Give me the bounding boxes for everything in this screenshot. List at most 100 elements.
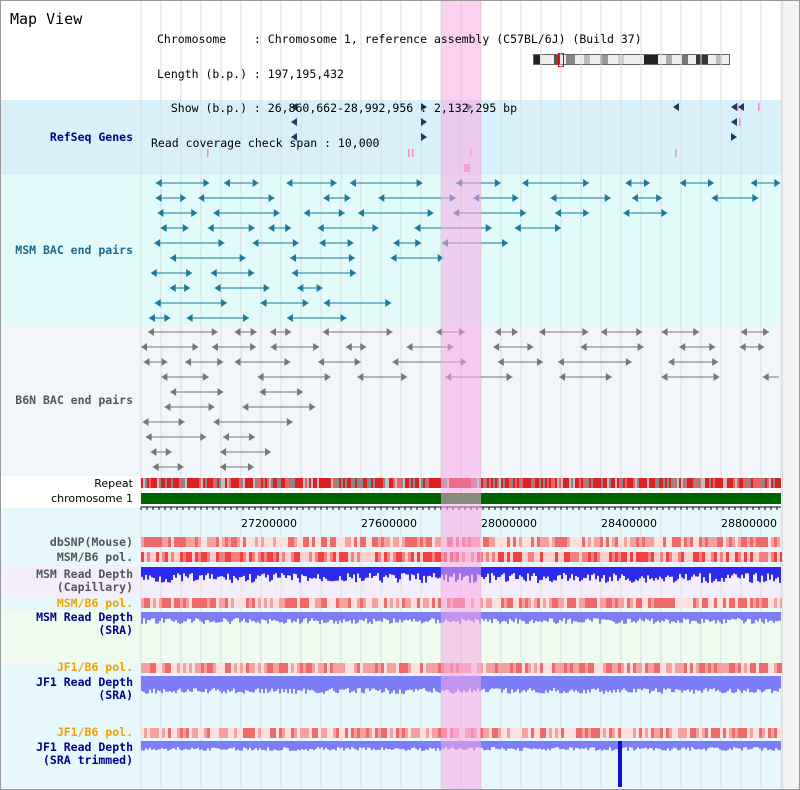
repeat-segment	[211, 478, 213, 488]
read-depth-bar	[439, 741, 441, 751]
read-depth-bar	[671, 676, 673, 693]
polymorphism-strip	[684, 552, 687, 562]
read-depth-bar	[215, 676, 217, 691]
jf1-b6-pol-label-2[interactable]: JF1/B6 pol.	[56, 725, 133, 739]
read-depth-bar	[613, 612, 615, 622]
read-depth-bar	[301, 676, 303, 692]
b6n-bac-label[interactable]: B6N BAC end pairs	[15, 393, 133, 407]
polymorphism-strip	[189, 537, 192, 547]
repeat-segment	[637, 478, 639, 488]
repeat-segment	[527, 478, 529, 488]
polymorphism-strip	[354, 728, 357, 738]
repeat-segment	[423, 478, 425, 488]
read-depth-bar	[741, 741, 743, 751]
dbsnp-label[interactable]: dbSNP(Mouse)	[49, 535, 133, 549]
read-depth-bar	[227, 567, 229, 574]
polymorphism-strip	[633, 537, 636, 547]
read-depth-bar	[513, 676, 515, 693]
read-depth-bar	[599, 567, 601, 582]
polymorphism-strip	[189, 663, 192, 673]
jf1-read-depth-sra-label[interactable]: JF1 Read Depth	[36, 675, 133, 689]
read-depth-bar	[489, 612, 491, 620]
read-depth-bar	[755, 676, 757, 693]
repeat-segment	[181, 478, 183, 488]
b6n-bac-pair-end	[286, 418, 293, 426]
read-depth-bar	[697, 676, 699, 691]
vertical-scrollbar[interactable]	[782, 1, 799, 789]
read-depth-bar	[405, 612, 407, 620]
jf1-b6-pol-label-1[interactable]: JF1/B6 pol.	[56, 660, 133, 674]
read-depth-bar	[371, 612, 373, 624]
polymorphism-strip	[696, 552, 699, 562]
read-depth-bar	[371, 676, 373, 689]
polymorphism-strip	[552, 598, 555, 608]
read-depth-bar	[645, 567, 647, 583]
jf1-read-depth-trimmed-label[interactable]: JF1 Read Depth	[36, 740, 133, 754]
polymorphism-strip	[345, 537, 348, 547]
polymorphism-strip	[495, 728, 498, 738]
polymorphism-strip	[333, 552, 336, 562]
read-depth-bar	[385, 741, 387, 749]
msm-b6-pol-label-2[interactable]: MSM/B6 pol.	[56, 596, 133, 610]
polymorphism-strip	[300, 728, 303, 738]
msm-bac-pair-end	[774, 179, 781, 187]
read-depth-bar	[511, 676, 513, 690]
read-depth-bar	[335, 612, 337, 622]
length-info: Length (b.p.) : 197,195,432	[157, 66, 344, 81]
polymorphism-strip	[417, 552, 420, 562]
read-depth-bar	[717, 612, 719, 621]
repeat-segment	[721, 478, 723, 488]
read-depth-bar	[521, 676, 523, 692]
msm-bac-pair-end	[150, 269, 157, 277]
b6n-bac-pair-end	[185, 358, 192, 366]
b6n-bac-pair-end	[164, 403, 171, 411]
polymorphism-strip	[207, 663, 210, 673]
polymorphism-strip	[165, 552, 168, 562]
polymorphism-strip	[699, 598, 702, 608]
msm-read-depth-capillary-label[interactable]: MSM Read Depth	[36, 567, 133, 581]
polymorphism-strip	[387, 537, 390, 547]
read-depth-bar	[167, 567, 169, 583]
polymorphism-strip	[273, 537, 276, 547]
polymorphism-strip	[690, 728, 693, 738]
polymorphism-strip	[741, 537, 744, 547]
read-depth-bar	[429, 741, 431, 748]
msm-b6-pol-label-1[interactable]: MSM/B6 pol.	[56, 550, 133, 564]
read-depth-bar	[493, 567, 495, 576]
read-depth-bar	[645, 741, 647, 748]
polymorphism-strip	[594, 537, 597, 547]
polymorphism-strip	[591, 537, 594, 547]
selection-highlight	[441, 1, 481, 789]
polymorphism-strip	[531, 663, 534, 673]
read-depth-bar	[655, 741, 657, 749]
read-depth-bar	[751, 676, 753, 692]
repeat-segment	[173, 478, 175, 488]
polymorphism-strip	[777, 728, 780, 738]
read-depth-bar	[433, 741, 435, 749]
polymorphism-strip	[753, 537, 756, 547]
read-depth-bar	[513, 741, 515, 750]
refseq-genes-label[interactable]: RefSeq Genes	[49, 130, 133, 144]
repeat-segment	[403, 478, 405, 488]
polymorphism-strip	[666, 728, 669, 738]
polymorphism-strip	[645, 537, 648, 547]
read-depth-bar	[603, 741, 605, 750]
polymorphism-strip	[483, 537, 486, 547]
read-depth-bar	[229, 612, 231, 624]
repeat-segment	[581, 478, 583, 488]
msm-bac-label[interactable]: MSM BAC end pairs	[15, 243, 133, 257]
read-depth-bar	[505, 612, 507, 622]
read-depth-bar	[507, 676, 509, 694]
polymorphism-strip	[300, 663, 303, 673]
read-depth-bar	[225, 676, 227, 694]
polymorphism-strip	[546, 663, 549, 673]
polymorphism-strip	[729, 663, 732, 673]
read-depth-bar	[773, 612, 775, 623]
polymorphism-strip	[432, 598, 435, 608]
read-depth-bar	[633, 612, 635, 622]
read-depth-bar	[367, 612, 369, 624]
read-depth-bar	[255, 741, 257, 749]
polymorphism-strip	[672, 728, 675, 738]
read-depth-bar	[737, 567, 739, 578]
msm-read-depth-sra-label[interactable]: MSM Read Depth	[36, 610, 133, 624]
